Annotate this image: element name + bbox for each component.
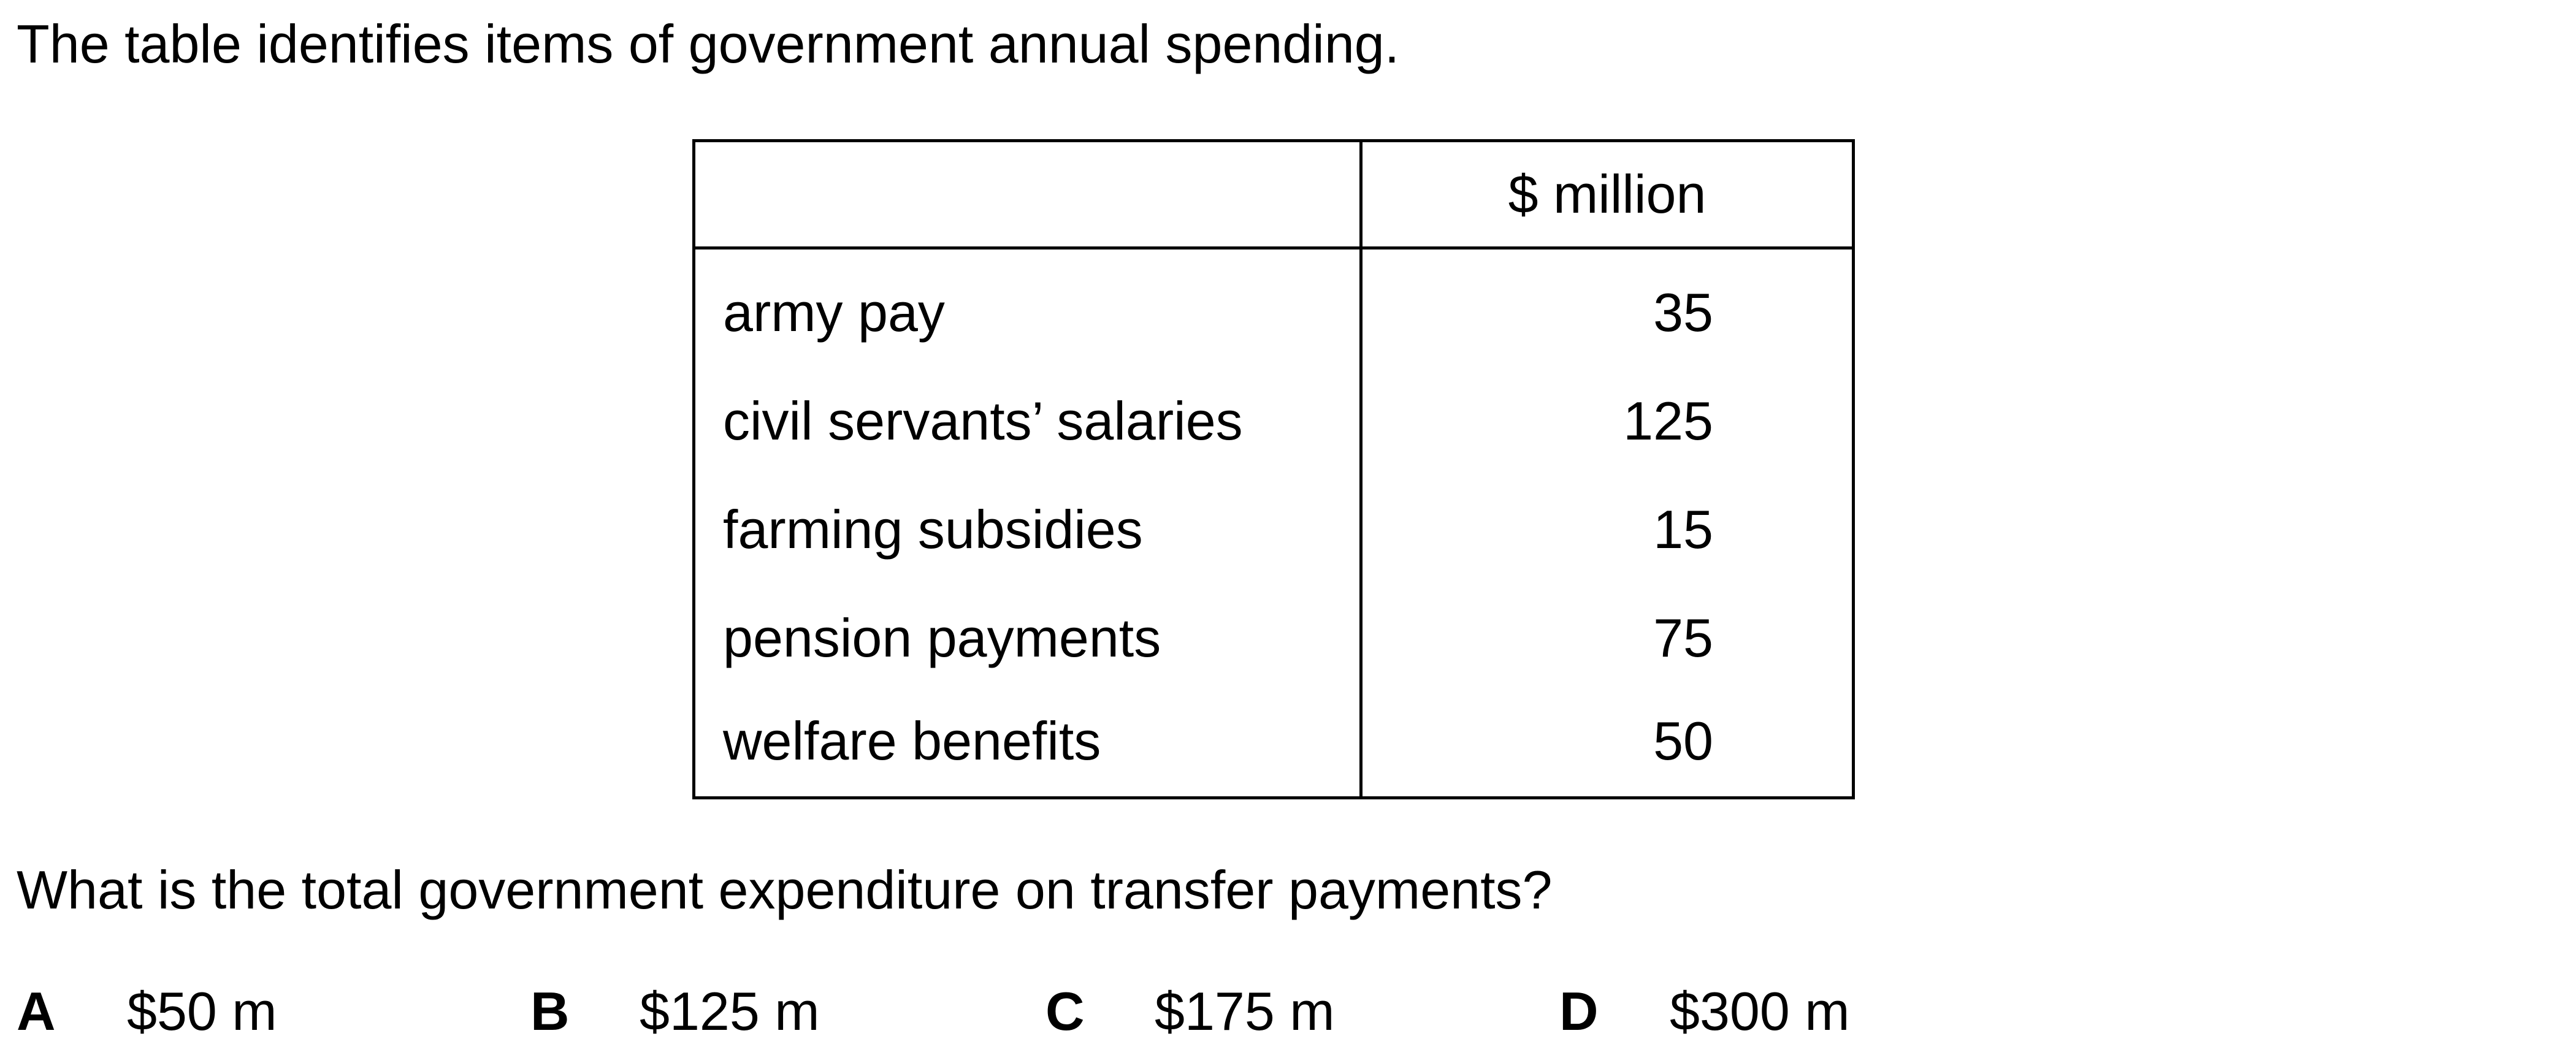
row-value: 50 <box>1361 692 1855 799</box>
option-letter: C <box>1045 981 1085 1042</box>
option-text: $125 m <box>640 981 820 1042</box>
row-value: 15 <box>1361 475 1855 584</box>
intro-text: The table identifies items of government… <box>17 13 1400 74</box>
row-value: 125 <box>1361 367 1855 475</box>
spending-table: $ million army pay 35 civil servants’ sa… <box>692 139 1855 799</box>
header-item-cell <box>692 139 1363 249</box>
table-row: pension payments 75 <box>692 584 1855 692</box>
table-row: farming subsidies 15 <box>692 475 1855 584</box>
option-text: $50 m <box>127 981 277 1042</box>
option-letter: D <box>1559 981 1599 1042</box>
question-text: What is the total government expenditure… <box>17 859 1553 920</box>
table-row: army pay 35 <box>692 248 1855 367</box>
table-row: civil servants’ salaries 125 <box>692 367 1855 475</box>
row-item: pension payments <box>692 584 1363 692</box>
table-row: welfare benefits 50 <box>692 692 1855 799</box>
row-item: civil servants’ salaries <box>692 367 1363 475</box>
option-letter: A <box>17 981 56 1042</box>
row-value: 75 <box>1361 584 1855 692</box>
option-text: $300 m <box>1670 981 1850 1042</box>
row-value: 35 <box>1361 248 1855 367</box>
header-value-cell: $ million <box>1361 139 1855 249</box>
row-item: farming subsidies <box>692 475 1363 584</box>
table-header-row: $ million <box>692 139 1855 249</box>
row-item: welfare benefits <box>692 692 1363 799</box>
row-item: army pay <box>692 248 1363 367</box>
option-text: $175 m <box>1155 981 1335 1042</box>
option-letter: B <box>530 981 570 1042</box>
